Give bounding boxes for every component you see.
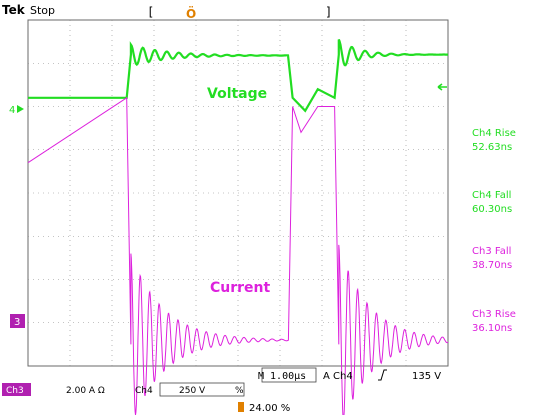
ch3-scale[interactable]: 2.00 A Ω xyxy=(66,386,105,396)
series-line xyxy=(27,96,449,415)
measurement-value: 36.10ns xyxy=(472,323,512,334)
rising-edge-icon xyxy=(378,369,387,381)
trace-layer xyxy=(27,39,449,415)
ch3-badge-label: Ch3 xyxy=(6,386,24,396)
ch4-marker-label: 4 xyxy=(9,105,15,116)
trigger-source[interactable]: A Ch4 xyxy=(323,371,353,382)
trigger-level[interactable]: 135 V xyxy=(412,371,441,382)
ch4-scale-box[interactable] xyxy=(159,382,245,397)
measurement-label: Ch4 Fall xyxy=(472,190,511,201)
ch4-scale[interactable]: 250 V xyxy=(179,386,206,396)
timebase-readout[interactable]: M 1.00µs xyxy=(258,371,306,382)
left-arrow-icon xyxy=(437,83,447,91)
measurement-label: Ch3 Fall xyxy=(472,246,511,257)
svg-text:]: ] xyxy=(325,5,332,19)
plot-area xyxy=(27,19,449,415)
trigger-position-icon: Ö xyxy=(186,6,196,21)
series-line xyxy=(28,39,448,113)
voltage-label: Voltage xyxy=(207,86,267,102)
current-label: Current xyxy=(210,280,271,296)
measurement-label: Ch3 Rise xyxy=(472,309,516,320)
measurement-panel: Ch4 Rise 52.63ns Ch4 Fall 60.30ns Ch3 Fa… xyxy=(472,128,516,334)
acquisition-status: Stop xyxy=(30,4,55,17)
svg-text:[: [ xyxy=(147,5,154,19)
trigger-position-icon xyxy=(238,402,244,412)
ch3-badge[interactable] xyxy=(2,383,31,396)
measurement-value: 52.63ns xyxy=(472,142,512,153)
ch4-ground-marker: 4 xyxy=(9,105,24,116)
timebase-box[interactable] xyxy=(261,367,317,383)
measurement-label: Ch4 Rise xyxy=(472,128,516,139)
status-bar: M 1.00µs A Ch4 135 V Ch3 2.00 A Ω Ch4 25… xyxy=(2,367,441,414)
record-bracket: [ ] xyxy=(147,5,332,19)
ch4-coupling: % xyxy=(235,386,244,396)
measurement-value: 60.30ns xyxy=(472,204,512,215)
graticule xyxy=(28,20,448,366)
svg-text:Ö: Ö xyxy=(186,6,196,21)
ch3-marker-label: 3 xyxy=(14,317,20,328)
trigger-position[interactable]: 24.00 % xyxy=(249,403,290,414)
brand-label: Tek xyxy=(2,3,26,17)
ch3-ground-marker: 3 xyxy=(10,314,25,328)
ch4-label: Ch4 xyxy=(135,386,153,396)
measurement-value: 38.70ns xyxy=(472,260,512,271)
